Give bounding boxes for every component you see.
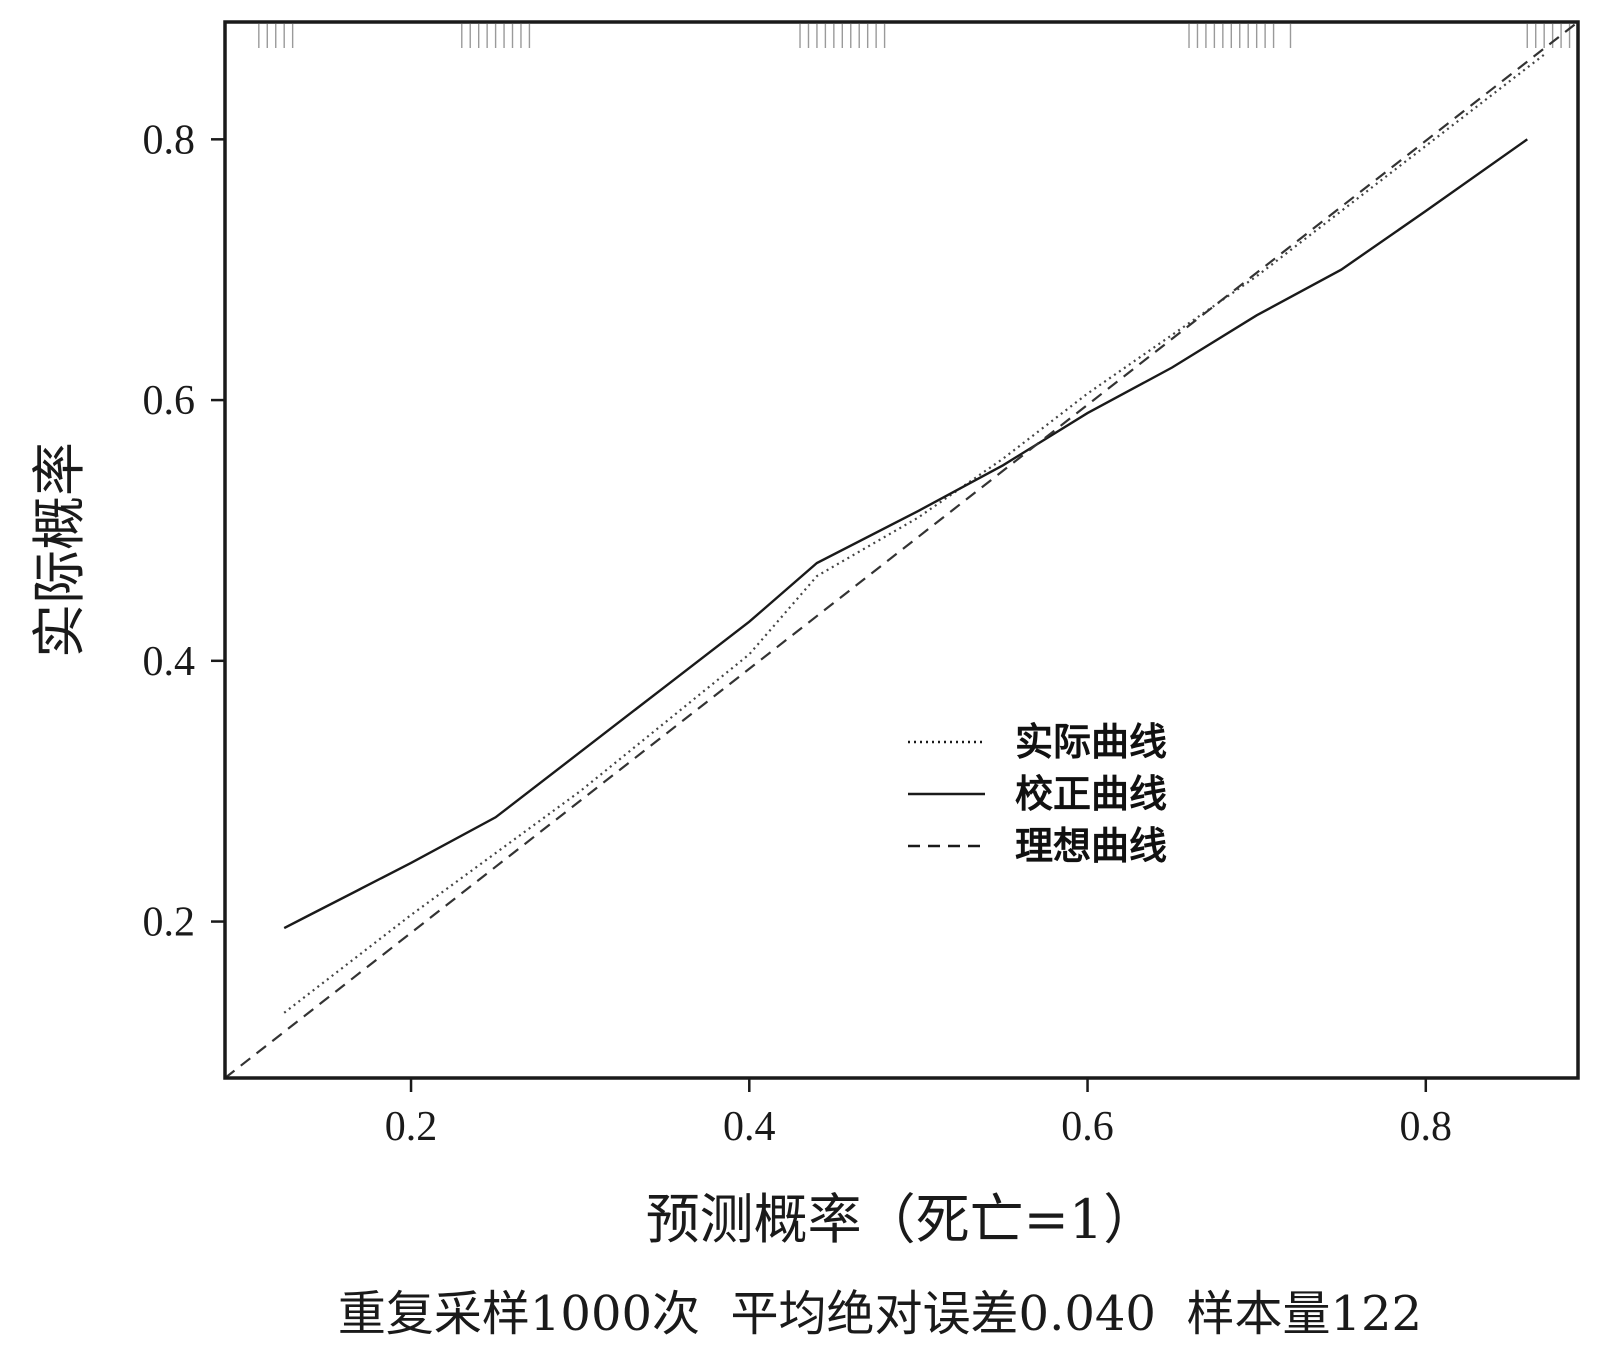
series-lines <box>224 21 1579 1079</box>
x-axis: 0.2 0.4 0.6 0.8 <box>385 1078 1452 1150</box>
series-line-dotted <box>283 53 1545 1014</box>
y-axis: 0.2 0.4 0.6 0.8 <box>143 117 225 946</box>
legend-label: 实际曲线 <box>1015 720 1167 764</box>
y-tick-label: 0.8 <box>143 117 196 163</box>
y-axis-title: 实际概率 <box>28 442 91 658</box>
x-tick-label: 0.6 <box>1061 1104 1114 1150</box>
y-tick-label: 0.4 <box>143 639 196 685</box>
x-tick-label: 0.2 <box>385 1104 438 1150</box>
series-line-solid <box>283 138 1528 930</box>
y-tick-label: 0.6 <box>143 378 196 424</box>
legend-label: 校正曲线 <box>1015 772 1167 816</box>
series-line-dashed <box>224 21 1579 1079</box>
rug-marks <box>258 24 1571 48</box>
chart-caption: 重复采样1000次 平均绝对误差0.040 样本量122 <box>338 1286 1422 1342</box>
legend-label: 理想曲线 <box>1015 824 1167 868</box>
x-tick-label: 0.4 <box>723 1104 776 1150</box>
x-tick-label: 0.8 <box>1400 1104 1453 1150</box>
x-axis-title: 预测概率（死亡=1） <box>646 1188 1158 1251</box>
plot-frame <box>223 20 1580 1080</box>
y-tick-label: 0.2 <box>143 900 196 946</box>
